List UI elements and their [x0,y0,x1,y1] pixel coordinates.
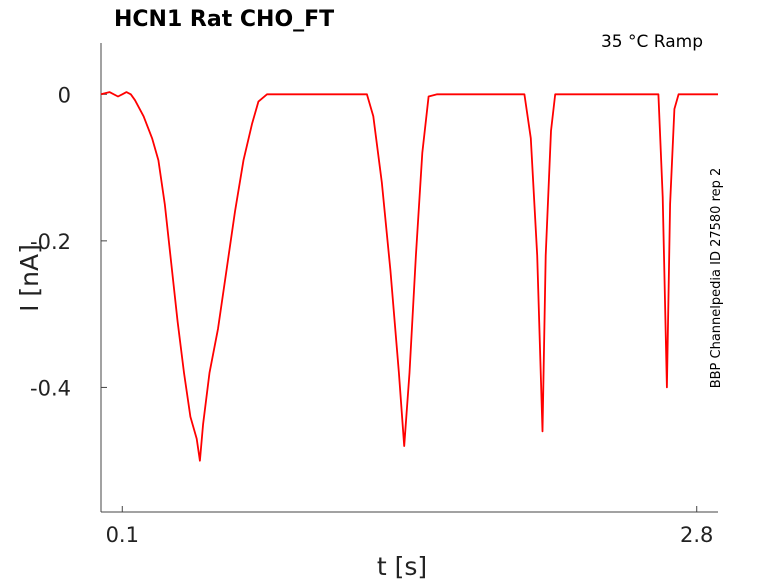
x-axis-label: t [s] [377,552,427,581]
current-trace-line [100,91,718,462]
plot-area [100,91,718,462]
annotation-text: 35 °C Ramp [601,32,703,52]
side-label: BBP Channelpedia ID 27580 rep 2 [709,168,724,389]
x-tick-label: 0.1 [106,523,139,547]
y-tick-label: 0 [58,83,71,107]
x-tick-label: 2.8 [680,523,713,547]
ticks: 0.1 2.8 0 -0.2 -0.4 [30,83,713,547]
axes [100,43,718,513]
chart-title: HCN1 Rat CHO_FT [114,7,334,32]
y-tick-label: -0.2 [30,230,71,254]
y-tick-label: -0.4 [30,376,71,400]
y-axis-label: I [nA] [15,244,44,312]
